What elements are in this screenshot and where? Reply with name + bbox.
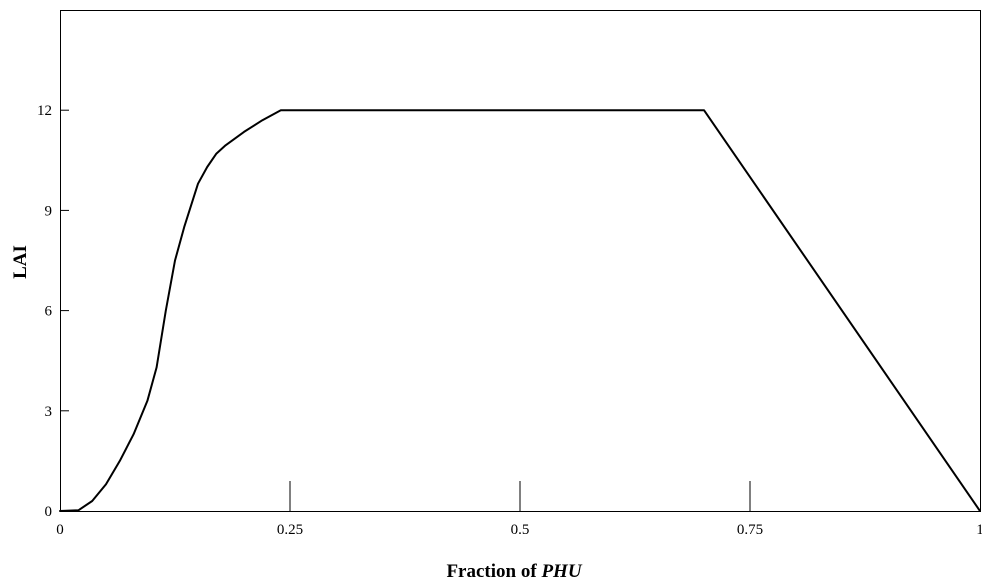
y-axis-label: LAI	[10, 245, 31, 279]
plot-frame	[60, 10, 981, 512]
x-tick-label: 0	[56, 522, 64, 538]
x-axis-label-text: Fraction of	[446, 561, 537, 582]
lai-series-line	[59, 109, 981, 512]
x-axis-ticks: 0 0.25 0.5 0.75 1	[56, 481, 982, 538]
y-tick-label: 6	[45, 304, 53, 320]
x-tick-label: 1	[976, 522, 982, 538]
x-axis-label: Fraction of PHU	[446, 561, 582, 582]
y-tick-label: 0	[45, 504, 53, 520]
y-tick-label: 12	[37, 103, 52, 119]
x-tick-label: 0.75	[737, 522, 763, 538]
x-axis-label-emphasis: PHU	[540, 561, 582, 582]
series-group	[59, 109, 981, 512]
y-tick-label: 9	[45, 203, 53, 219]
y-axis-ticks: 0 3 6 9 12	[37, 103, 69, 520]
x-tick-label: 0.5	[511, 522, 530, 538]
x-tick-label: 0.25	[277, 522, 303, 538]
y-tick-label: 3	[45, 404, 53, 420]
